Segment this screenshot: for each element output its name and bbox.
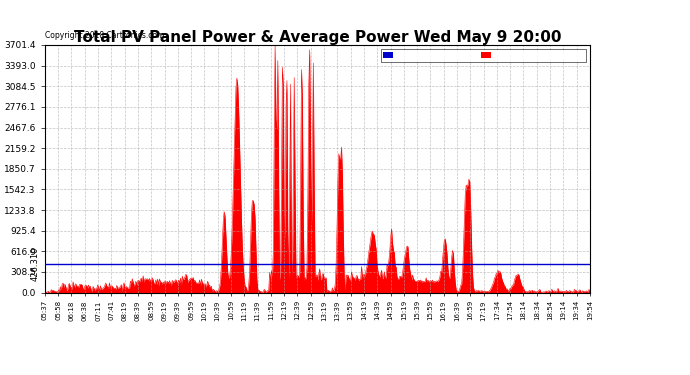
Legend: Average  (DC Watts), PV Panels  (DC Watts): Average (DC Watts), PV Panels (DC Watts) [381, 49, 586, 62]
Title: Total PV Panel Power & Average Power Wed May 9 20:00: Total PV Panel Power & Average Power Wed… [74, 30, 561, 45]
Text: Copyright 2018 Cartronics.com: Copyright 2018 Cartronics.com [46, 31, 165, 40]
